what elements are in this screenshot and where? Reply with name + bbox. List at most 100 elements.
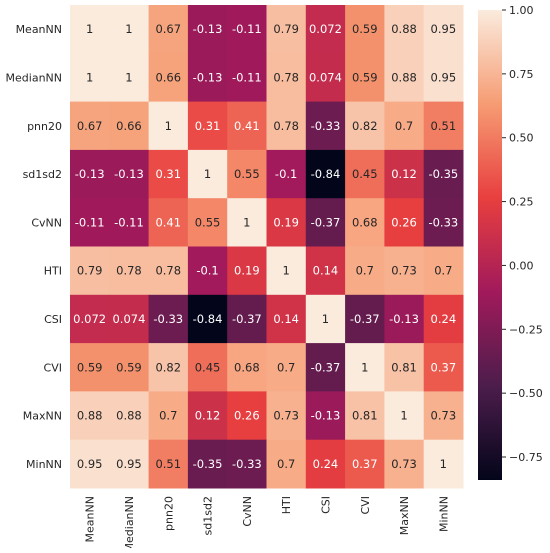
cell-value-label: 0.26 [391,215,417,229]
cell-value-label: 0.41 [155,215,181,229]
cell-value-label: 1 [440,457,447,471]
heatmap-cell [305,198,346,247]
cell-value-label: -0.84 [311,167,341,181]
heatmap-cell [187,439,228,489]
cell-value-label: 0.67 [155,22,181,36]
cell-value-label: 0.12 [391,167,417,181]
heatmap-cell [187,294,228,344]
cell-value-label: 0.51 [431,119,457,133]
heatmap-cell [109,149,150,199]
heatmap-cell [109,343,150,392]
heatmap-cell [384,246,425,296]
cell-value-label: 0.074 [309,70,342,84]
heatmap-cell [109,198,150,247]
heatmap-cell [227,198,267,247]
heatmap-cell [305,149,346,199]
colorbar-tick-label: 0.00 [509,259,534,272]
heatmap-cell [148,149,189,199]
cell-value-label: 0.072 [309,22,342,36]
heatmap-cell [423,149,464,199]
cell-value-label: 0.79 [77,264,103,278]
heatmap-cell [305,101,346,151]
heatmap-cell [109,53,150,103]
y-tick-label: MinNN [26,458,62,471]
heatmap-cell [227,5,267,54]
y-tick-label: CSI [44,313,62,326]
cell-value-label: 0.51 [155,457,181,471]
heatmap-cell [384,294,425,344]
heatmap-cell [187,343,228,392]
cell-value-label: 0.7 [395,119,413,133]
heatmap-cell [148,343,189,392]
cell-value-label: -0.1 [275,167,297,181]
heatmap-cell [227,149,267,199]
cell-value-label: -0.13 [193,70,223,84]
colorbar-tick-label: −0.50 [509,387,543,400]
heatmap-cell [70,391,110,441]
x-tick-label: HTI [280,496,293,514]
cell-value-label: 0.66 [155,70,181,84]
cell-value-label: 0.88 [77,409,103,423]
cell-value-label: 0.68 [352,215,378,229]
cell-value-label: 0.88 [391,22,417,36]
cell-value-label: -0.33 [153,312,183,326]
cell-value-label: 0.59 [116,360,142,374]
heatmap-cell [305,246,346,296]
heatmap-cell [266,101,307,151]
heatmap-cell [109,246,150,296]
heatmap-cell [187,5,228,54]
cell-value-label: 0.55 [234,167,260,181]
heatmap-cells [70,5,464,489]
heatmap-cell [227,53,267,103]
heatmap-cell [384,53,425,103]
cell-value-label: 0.45 [195,360,221,374]
y-tick-label: pnn20 [27,120,62,133]
cell-value-label: -0.33 [428,215,458,229]
x-tick-label: MedianNN [123,496,136,548]
cell-value-label: 0.19 [234,264,260,278]
cell-value-label: 0.68 [234,360,260,374]
cell-value-label: 0.14 [313,264,339,278]
x-tick-label: sd1sd2 [202,496,215,535]
colorbar-tick-label: 0.25 [509,196,534,209]
cell-value-label: -0.33 [232,457,262,471]
x-tick-label: CSI [319,496,332,514]
heatmap-cell [227,439,267,489]
cell-value-label: 0.95 [431,22,457,36]
heatmap-cell [266,5,307,54]
cell-value-label: -0.35 [428,167,458,181]
heatmap-cell [423,53,464,103]
cell-value-label: -0.13 [193,22,223,36]
cell-value-label: 0.072 [73,312,106,326]
heatmap-cell [423,439,464,489]
cell-value-label: 1 [165,119,172,133]
heatmap-cell [187,101,228,151]
cell-value-label: 0.78 [273,70,299,84]
cell-value-label: 0.19 [273,215,299,229]
heatmap-cell [345,149,385,199]
cell-value-label: 1 [243,215,250,229]
y-tick-label: CVI [44,361,62,374]
colorbar: 1.00 0.75 0.50 0.25 0.00 −0.25 −0.50 −0.75 [478,4,543,480]
heatmap-cell [109,101,150,151]
heatmap-cell [227,294,267,344]
heatmap-cell [266,149,307,199]
cell-value-label: 0.95 [431,70,457,84]
cell-value-label: 0.7 [277,457,295,471]
y-tick-label: MaxNN [23,410,62,423]
cell-value-label: 0.81 [352,409,378,423]
cell-value-label: 1 [322,312,329,326]
cell-value-label: -0.84 [193,312,223,326]
cell-value-label: 0.31 [155,167,181,181]
cell-value-label: 1 [86,22,93,36]
heatmap-cell [70,198,110,247]
cell-value-label: 0.82 [155,360,181,374]
cell-value-label: -0.11 [232,22,262,36]
heatmap-cell [423,198,464,247]
heatmap-cell [109,294,150,344]
heatmap-cell [423,391,464,441]
colorbar-tick-label: 1.00 [509,4,534,17]
cell-value-label: -0.13 [311,409,341,423]
cell-value-label: 0.7 [277,360,295,374]
heatmap-cell [70,149,110,199]
